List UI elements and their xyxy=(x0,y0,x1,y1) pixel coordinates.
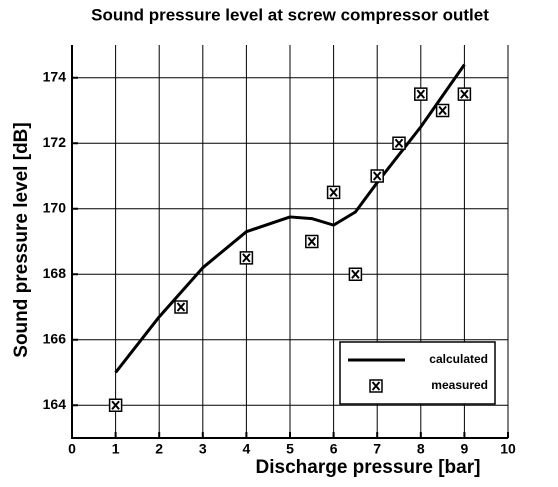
chart-title: Sound pressure level at screw compressor… xyxy=(91,5,489,24)
x-tick-label: 2 xyxy=(155,441,163,457)
legend-label: measured xyxy=(431,378,488,392)
marker-x xyxy=(329,187,338,198)
measured-point xyxy=(435,103,450,118)
axes xyxy=(71,45,508,439)
marker-x xyxy=(371,381,381,391)
marker-x xyxy=(394,138,404,148)
x-tick-label: 9 xyxy=(461,441,469,457)
y-tick-label: 168 xyxy=(43,265,67,281)
y-tick-label: 172 xyxy=(43,134,67,150)
marker-x xyxy=(438,105,447,116)
measured-point xyxy=(174,300,188,314)
legend-marker xyxy=(369,379,383,393)
calculated-line xyxy=(114,63,466,374)
y-tick-label: 166 xyxy=(43,330,67,346)
x-tick-label: 0 xyxy=(68,441,76,457)
y-tick-label: 164 xyxy=(43,396,67,412)
measured-point xyxy=(457,87,472,101)
measured-point xyxy=(326,185,341,200)
legend-label: calculated xyxy=(429,352,488,366)
measured-point xyxy=(414,87,428,101)
y-axis-label: Sound pressure level [dB] xyxy=(11,122,32,357)
x-tick-label: 3 xyxy=(199,441,207,457)
marker-x xyxy=(416,89,426,99)
measured-point xyxy=(348,267,363,281)
measured-point xyxy=(108,398,123,412)
x-tick-label: 5 xyxy=(286,441,294,457)
measured-point xyxy=(305,234,319,249)
measured-point xyxy=(239,251,254,265)
marker-x xyxy=(460,89,469,99)
x-tick-label: 7 xyxy=(373,441,381,457)
x-tick-label: 1 xyxy=(112,441,120,457)
y-tick-label: 170 xyxy=(43,199,67,215)
marker-x xyxy=(111,400,120,410)
x-tick-label: 8 xyxy=(417,441,425,457)
measured-point xyxy=(370,169,384,183)
marker-x xyxy=(176,302,186,312)
marker-x xyxy=(307,236,317,247)
x-tick-label: 10 xyxy=(500,441,516,457)
legend-box xyxy=(339,341,496,405)
marker-x xyxy=(242,253,251,263)
x-tick-label: 6 xyxy=(330,441,338,457)
marker-x xyxy=(372,171,382,181)
x-tick-label: 4 xyxy=(243,441,251,457)
marker-x xyxy=(351,269,360,279)
x-axis-label: Discharge pressure [bar] xyxy=(256,457,481,478)
measured-point xyxy=(392,136,406,150)
y-tick-label: 174 xyxy=(43,68,67,84)
